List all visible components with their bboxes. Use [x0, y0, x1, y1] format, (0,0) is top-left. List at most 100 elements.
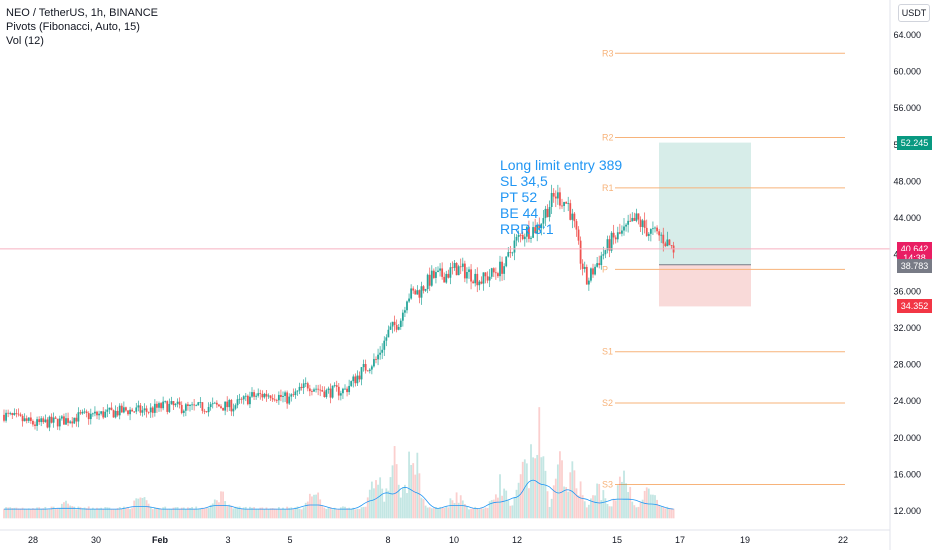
candle-body [282, 395, 284, 397]
candle-body [104, 411, 107, 418]
volume-bar [387, 490, 390, 519]
candle-body [261, 393, 264, 398]
volume-bar [327, 507, 330, 519]
volume-bar [17, 508, 20, 519]
pivots-indicator-label[interactable]: Pivots (Fibonacci, Auto, 15) [6, 21, 140, 33]
volume-bar [195, 506, 198, 519]
candle-body [166, 401, 169, 412]
candle-body [668, 239, 671, 246]
symbol-title[interactable]: NEO / TetherUS, 1h, BINANCE [6, 7, 159, 19]
volume-bar [373, 488, 375, 519]
candle-body [598, 263, 601, 266]
volume-bar [191, 507, 193, 519]
candle-body [600, 255, 603, 266]
volume-bar [139, 497, 142, 519]
volume-bar [412, 463, 415, 519]
volume-bar [75, 509, 78, 519]
x-tick-label: 30 [91, 535, 101, 545]
volume-bar [304, 502, 307, 519]
candle-body [290, 394, 293, 397]
candle-body [616, 232, 619, 240]
volume-bar [480, 507, 483, 519]
trade-note[interactable]: Long limit entry 389 SL 34,5 PT 52 BE 44… [500, 157, 622, 237]
candle-body [528, 226, 530, 239]
candle-body [60, 416, 63, 419]
volume-bar [563, 486, 565, 519]
candle-body [306, 383, 309, 389]
volume-bar [110, 508, 113, 519]
volume-bar [532, 457, 534, 519]
candle-body [153, 403, 156, 413]
candle-body [118, 405, 121, 416]
candle-body [240, 398, 243, 400]
volume-bar [135, 498, 138, 519]
volume-bar [536, 454, 539, 519]
volume-bar [666, 506, 669, 519]
volume-bars [3, 407, 675, 519]
candle-body [639, 219, 642, 227]
volume-bar [612, 498, 615, 519]
volume-bar [172, 507, 175, 519]
volume-bar [180, 507, 183, 519]
volume-bar [598, 484, 601, 519]
volume-bar [313, 494, 315, 519]
candle-body [220, 406, 222, 408]
candle-body [32, 420, 34, 425]
volume-bar [530, 444, 532, 519]
volume-bar [102, 508, 105, 519]
chart-legend: NEO / TetherUS, 1h, BINANCE Pivots (Fibo… [6, 6, 158, 48]
candle-body [666, 239, 669, 247]
candle-body [480, 281, 483, 284]
candle-body [629, 220, 632, 222]
volume-bar [207, 507, 210, 519]
note-line-entry: Long limit entry 389 [500, 157, 623, 173]
volume-bar [616, 485, 619, 519]
volume-bar [333, 507, 336, 519]
volume-bar [501, 495, 503, 519]
candle-body [54, 417, 57, 419]
candle-body [606, 239, 609, 251]
candle-body [273, 399, 276, 401]
volume-bar [265, 507, 268, 519]
candle-body [625, 224, 627, 227]
volume-bar [521, 461, 524, 519]
candle-body [244, 395, 247, 397]
candle-body [100, 411, 103, 414]
candle-body [195, 405, 198, 407]
volume-bar [368, 489, 371, 519]
candle-body [614, 237, 617, 240]
volume-indicator-label[interactable]: Vol (12) [6, 35, 44, 47]
candle-body [9, 413, 12, 414]
candle-body [397, 327, 400, 330]
candle-body [11, 413, 14, 416]
candle-body [656, 227, 658, 232]
volume-bar [174, 507, 177, 519]
candle-body [201, 402, 204, 411]
candle-body [182, 410, 185, 413]
volume-bar [11, 508, 14, 519]
volume-bar [614, 500, 617, 519]
volume-bar [621, 481, 623, 519]
candlesticks [3, 184, 675, 432]
volume-bar [85, 508, 88, 519]
volume-bar [271, 508, 274, 519]
volume-bar [399, 497, 402, 519]
volume-bar [319, 499, 322, 519]
candle-body [230, 399, 233, 412]
volume-bar [587, 504, 590, 519]
candle-body [234, 405, 237, 409]
candle-body [145, 408, 148, 412]
candle-body [643, 220, 646, 228]
candle-body [339, 393, 342, 396]
y-tick-label: 60.000 [893, 67, 921, 77]
volume-bar [100, 507, 103, 519]
candle-body [356, 375, 359, 384]
candle-body [79, 412, 82, 414]
candle-body [187, 404, 189, 406]
currency-button[interactable]: USDT [898, 4, 930, 22]
volume-bar [463, 504, 466, 519]
volume-bar [220, 491, 222, 519]
volume-bar [569, 472, 572, 519]
volume-bar [288, 507, 291, 519]
